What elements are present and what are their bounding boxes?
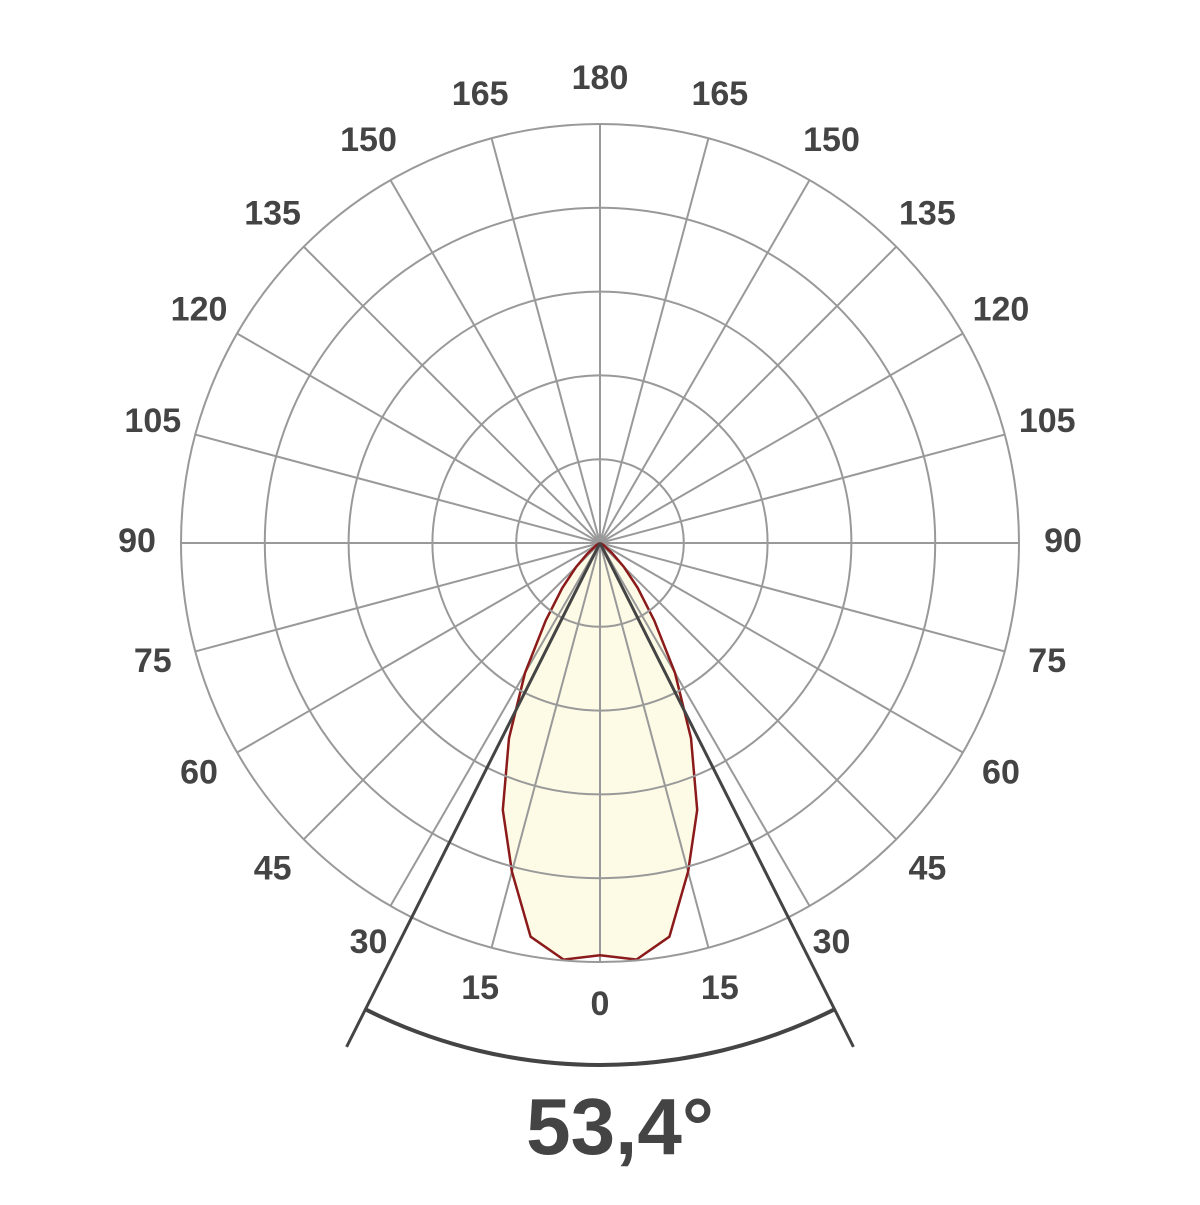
intensity-curve: [599, 541, 699, 961]
grid-spoke: [195, 542, 601, 653]
grid-spoke: [236, 542, 601, 754]
grid-spoke: [599, 542, 710, 948]
grid-ring: [263, 206, 937, 880]
beam-fill: [600, 543, 698, 960]
angle-label: 120: [171, 290, 228, 328]
angle-label: 165: [691, 75, 748, 113]
intensity-curve: [501, 541, 601, 961]
angle-label: 75: [134, 642, 172, 680]
angle-label: 45: [908, 849, 946, 887]
angle-label: 15: [461, 969, 499, 1007]
angle-label: 105: [124, 402, 181, 440]
grid-spoke: [303, 542, 601, 840]
angle-label: 0: [591, 985, 610, 1023]
grid-spoke: [599, 246, 897, 544]
angle-label: 60: [180, 753, 218, 791]
beam-edge: [598, 542, 855, 1048]
grid-spoke: [599, 542, 1005, 653]
grid-spoke: [599, 542, 964, 754]
grid-ring: [180, 123, 1020, 963]
angle-label: 30: [813, 923, 851, 961]
grid-spoke: [599, 433, 1005, 544]
grid-spoke: [599, 542, 897, 840]
grid-spoke: [490, 138, 601, 544]
angle-label: 120: [973, 290, 1030, 328]
grid-spoke: [599, 542, 811, 907]
grid-ring: [515, 458, 685, 628]
angle-label: 150: [803, 121, 860, 159]
angle-label: 75: [1028, 642, 1066, 680]
beam-edge: [345, 542, 602, 1048]
grid-spoke: [599, 332, 964, 544]
angle-label: 180: [572, 59, 629, 97]
angle-label: 15: [701, 969, 739, 1007]
grid-spoke: [490, 542, 601, 948]
grid-ring: [431, 374, 769, 712]
grid-ring: [347, 290, 853, 796]
grid-spoke: [389, 542, 601, 907]
grid-spoke: [303, 246, 601, 544]
beam-fill: [502, 543, 600, 960]
angle-label: 90: [1044, 522, 1082, 560]
angle-label: 30: [350, 923, 388, 961]
angle-label: 150: [340, 121, 397, 159]
angle-label: 135: [899, 195, 956, 233]
grid-spoke: [236, 332, 601, 544]
grid-spoke: [195, 433, 601, 544]
grid-spoke: [599, 179, 811, 544]
angle-label: 105: [1019, 402, 1076, 440]
angle-label: 165: [452, 75, 509, 113]
grid-spoke: [599, 138, 710, 544]
grid-spoke: [389, 179, 601, 544]
angle-label: 90: [118, 522, 156, 560]
beam-angle-label: 53,4°: [526, 1082, 714, 1171]
angle-label: 45: [254, 849, 292, 887]
beam-arc: [364, 1007, 836, 1067]
angle-label: 135: [244, 195, 301, 233]
angle-label: 60: [982, 753, 1020, 791]
